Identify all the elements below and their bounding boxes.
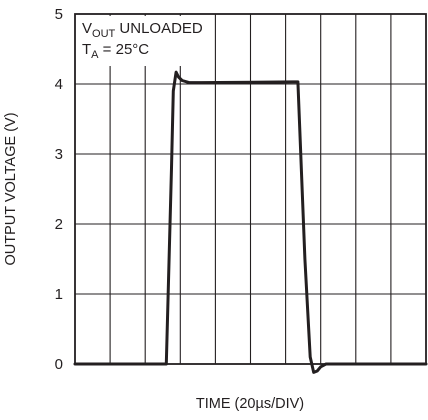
y-tick-label: 2 [55,216,63,233]
plot-area [75,14,426,372]
y-tick-label: 1 [55,286,63,303]
annotation-box: VOUT UNLOADED TA = 25°C [77,16,213,66]
y-tick-label: 0 [55,356,63,373]
y-tick-labels: 0 1 2 3 4 5 [55,6,63,373]
y-tick-label: 5 [55,6,63,23]
y-tick-label: 4 [55,76,63,93]
y-axis-label: OUTPUT VOLTAGE (V) [3,112,19,265]
gridlines [75,14,426,364]
x-axis-label: TIME (20µs/DIV) [196,396,304,412]
y-tick-label: 3 [55,146,63,163]
